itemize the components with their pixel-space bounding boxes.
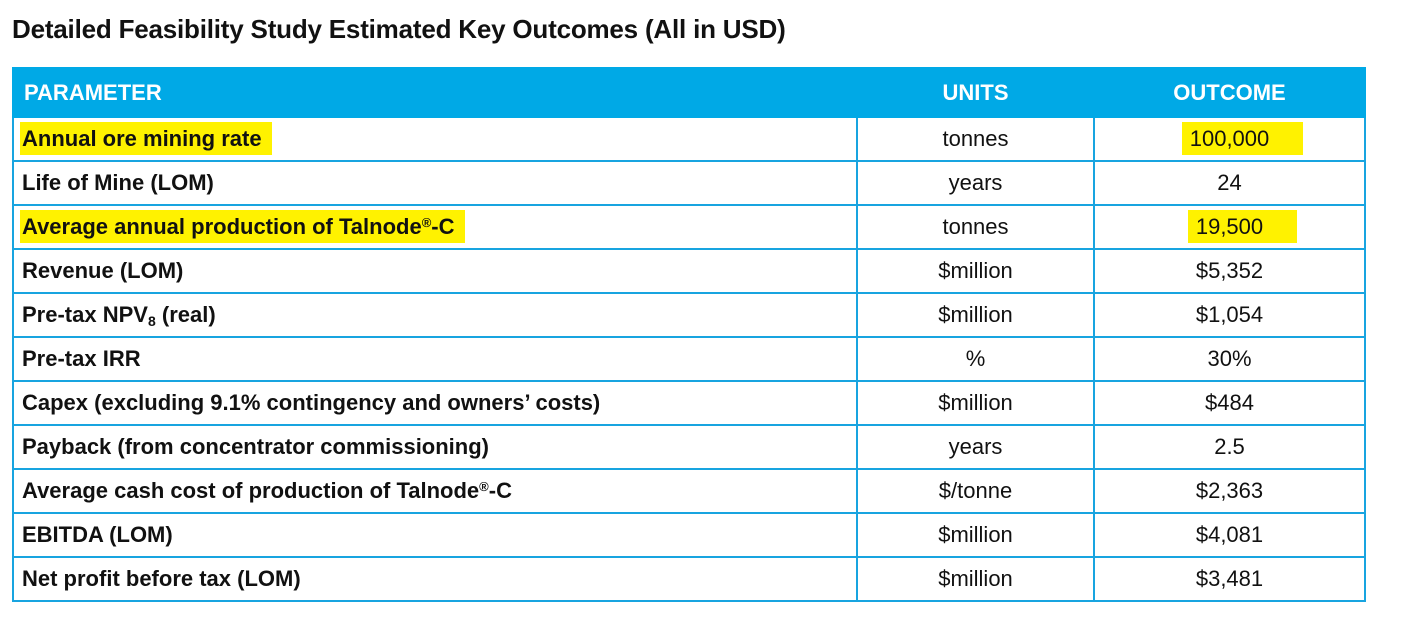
cell-units: years <box>856 160 1095 206</box>
cell-parameter: Capex (excluding 9.1% contingency and ow… <box>12 380 858 426</box>
cell-units: $million <box>856 248 1095 294</box>
parameter-label: Revenue (LOM) <box>22 258 184 283</box>
table-header-row: PARAMETER UNITS OUTCOME <box>12 67 1366 118</box>
parameter-label: Payback (from concentrator commissioning… <box>22 434 489 459</box>
table-row: Pre-tax IRR% 30% <box>12 336 1366 382</box>
table-row: Average annual production of Talnode®-C t… <box>12 204 1366 250</box>
outcome-value: $4,081 <box>1195 522 1264 547</box>
table-row: EBITDA (LOM) $million $4,081 <box>12 512 1366 558</box>
parameter-label: Pre-tax IRR <box>22 346 141 371</box>
parameter-label: Average annual production of Talnode®-C <box>20 210 465 243</box>
table-row: Payback (from concentrator commissioning… <box>12 424 1366 470</box>
cell-outcome: 30% <box>1093 336 1366 382</box>
parameter-label: Net profit before tax (LOM) <box>22 566 301 591</box>
parameter-label: EBITDA (LOM) <box>22 522 173 547</box>
header-units: UNITS <box>856 67 1095 118</box>
parameter-label: Average cash cost of production of Talno… <box>22 478 512 503</box>
cell-units: tonnes <box>856 204 1095 250</box>
cell-units: % <box>856 336 1095 382</box>
outcome-value: 30% <box>1207 346 1252 371</box>
cell-units: years <box>856 424 1095 470</box>
outcome-value: $3,481 <box>1195 566 1264 591</box>
cell-outcome: $484 <box>1093 380 1366 426</box>
outcome-value: $5,352 <box>1195 258 1264 283</box>
parameter-label: Pre-tax NPV8 (real) <box>22 302 216 329</box>
cell-parameter: Pre-tax IRR <box>12 336 858 382</box>
cell-parameter: EBITDA (LOM) <box>12 512 858 558</box>
cell-outcome: 2.5 <box>1093 424 1366 470</box>
page-title: Detailed Feasibility Study Estimated Key… <box>12 14 786 44</box>
table-row: Pre-tax NPV8 (real) $million $1,054 <box>12 292 1366 338</box>
cell-outcome: $4,081 <box>1093 512 1366 558</box>
cell-outcome: 19,500 <box>1093 204 1366 250</box>
outcome-value: $1,054 <box>1195 302 1264 327</box>
header-parameter: PARAMETER <box>12 67 858 118</box>
cell-outcome: $5,352 <box>1093 248 1366 294</box>
table-row: Revenue (LOM) $million $5,352 <box>12 248 1366 294</box>
cell-units: $million <box>856 380 1095 426</box>
table-row: Net profit before tax (LOM) $million $3,48… <box>12 556 1366 602</box>
table-row: Annual ore mining rate tonnes 100,000 <box>12 116 1366 162</box>
cell-parameter: Payback (from concentrator commissioning… <box>12 424 858 470</box>
cell-units: $million <box>856 556 1095 602</box>
cell-parameter: Revenue (LOM) <box>12 248 858 294</box>
cell-outcome: 24 <box>1093 160 1366 206</box>
outcome-value: 2.5 <box>1214 434 1245 459</box>
table-row: Average cash cost of production of Talno… <box>12 468 1366 514</box>
cell-outcome: $3,481 <box>1093 556 1366 602</box>
cell-parameter: Pre-tax NPV8 (real) <box>12 292 858 338</box>
cell-units: $million <box>856 512 1095 558</box>
cell-units: $million <box>856 292 1095 338</box>
outcome-value: 19,500 <box>1187 210 1298 243</box>
cell-units: tonnes <box>856 116 1095 162</box>
parameter-label: Annual ore mining rate <box>20 122 272 155</box>
cell-parameter: Net profit before tax (LOM) <box>12 556 858 602</box>
outcome-value: $2,363 <box>1195 478 1264 503</box>
header-outcome: OUTCOME <box>1093 67 1366 118</box>
cell-outcome: $2,363 <box>1093 468 1366 514</box>
cell-parameter: Average cash cost of production of Talno… <box>12 468 858 514</box>
cell-parameter: Life of Mine (LOM) <box>12 160 858 206</box>
cell-units: $/tonne <box>856 468 1095 514</box>
outcome-value: 100,000 <box>1181 122 1304 155</box>
cell-outcome: $1,054 <box>1093 292 1366 338</box>
cell-parameter: Average annual production of Talnode®-C <box>12 204 858 250</box>
outcome-value: $484 <box>1205 390 1254 415</box>
key-outcomes-table: PARAMETER UNITS OUTCOME Annual ore minin… <box>12 67 1366 602</box>
parameter-label: Capex (excluding 9.1% contingency and ow… <box>22 390 601 415</box>
parameter-label: Life of Mine (LOM) <box>22 170 214 195</box>
table-row: Capex (excluding 9.1% contingency and ow… <box>12 380 1366 426</box>
cell-outcome: 100,000 <box>1093 116 1366 162</box>
cell-parameter: Annual ore mining rate <box>12 116 858 162</box>
table-row: Life of Mine (LOM) years 24 <box>12 160 1366 206</box>
outcome-value: 24 <box>1217 170 1242 195</box>
